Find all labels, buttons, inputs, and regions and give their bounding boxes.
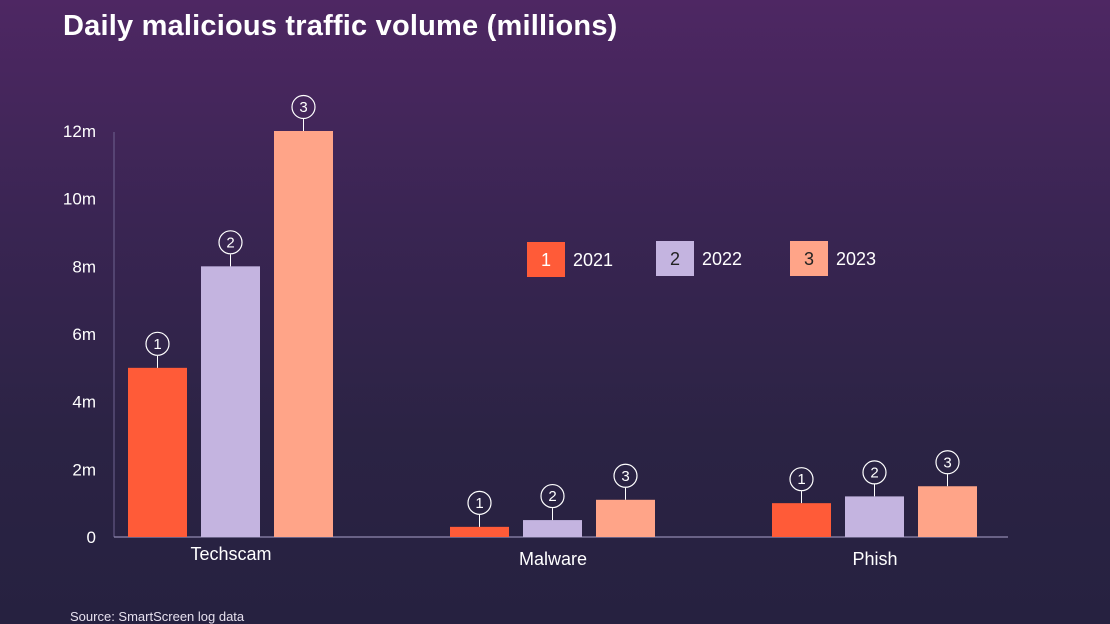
marker-label: 1 xyxy=(475,495,483,512)
y-tick-label: 0 xyxy=(87,528,96,547)
y-tick-label: 4m xyxy=(72,393,96,412)
category-label-techscam: Techscam xyxy=(190,544,271,564)
bars: 1 2 3 1 2 3 1 2 3 xyxy=(128,94,977,537)
marker-circle xyxy=(540,483,565,509)
y-tick-label: 8m xyxy=(72,257,96,276)
page-title: Daily malicious traffic volume (millions… xyxy=(63,10,618,42)
marker-label: 3 xyxy=(299,99,307,116)
marker-label: 2 xyxy=(548,488,556,505)
y-tick-label: 2m xyxy=(72,460,96,479)
marker-label: 1 xyxy=(797,471,805,488)
legend-swatch xyxy=(790,241,828,276)
legend-label: 2021 xyxy=(573,250,613,270)
marker-circle xyxy=(218,230,243,255)
legend-marker: 3 xyxy=(804,249,814,269)
category-labels: Techscam Malware Phish xyxy=(190,544,897,569)
legend-swatch xyxy=(527,242,565,277)
marker-label: 3 xyxy=(943,454,951,471)
marker-circle xyxy=(145,331,170,356)
marker-label: 2 xyxy=(226,234,234,251)
marker-label: 3 xyxy=(621,468,629,485)
legend-marker: 1 xyxy=(541,250,551,270)
y-tick-label: 12m xyxy=(63,122,96,141)
marker-circle xyxy=(613,463,638,488)
bar-techscam-2023 xyxy=(274,131,333,537)
y-tick-label: 6m xyxy=(72,325,96,344)
legend-item-2022: 2 2022 xyxy=(656,241,742,276)
legend-item-2023: 3 2023 xyxy=(790,241,876,276)
legend-item-2021: 1 2021 xyxy=(527,242,613,277)
legend-label: 2022 xyxy=(702,249,742,269)
marker-circle xyxy=(935,450,960,475)
marker-circle xyxy=(467,490,492,515)
category-label-phish: Phish xyxy=(852,549,897,569)
y-tick-label: 10m xyxy=(63,190,96,209)
bar-malware-2022 xyxy=(523,520,582,537)
bar-techscam-2021 xyxy=(128,367,187,537)
y-tick-labels: 0 2m 4m 6m 8m 10m 12m xyxy=(63,122,96,547)
bar-phish-2021 xyxy=(772,503,831,537)
bar-malware-2023 xyxy=(596,499,655,537)
legend-swatch xyxy=(656,241,694,276)
marker-circle xyxy=(862,460,887,485)
source-note: Source: SmartScreen log data xyxy=(70,609,245,624)
category-label-malware: Malware xyxy=(519,549,587,569)
bar-phish-2023 xyxy=(918,486,977,537)
marker-circle xyxy=(291,94,316,120)
marker-label: 2 xyxy=(870,464,878,481)
bar-malware-2021 xyxy=(450,526,509,537)
legend-marker: 2 xyxy=(670,249,680,269)
bar-techscam-2022 xyxy=(201,266,260,537)
legend-label: 2023 xyxy=(836,249,876,269)
marker-circle xyxy=(789,467,814,492)
bar-phish-2022 xyxy=(845,496,904,537)
legend: 1 2021 2 2022 3 2023 xyxy=(527,241,876,277)
marker-label: 1 xyxy=(153,336,161,353)
